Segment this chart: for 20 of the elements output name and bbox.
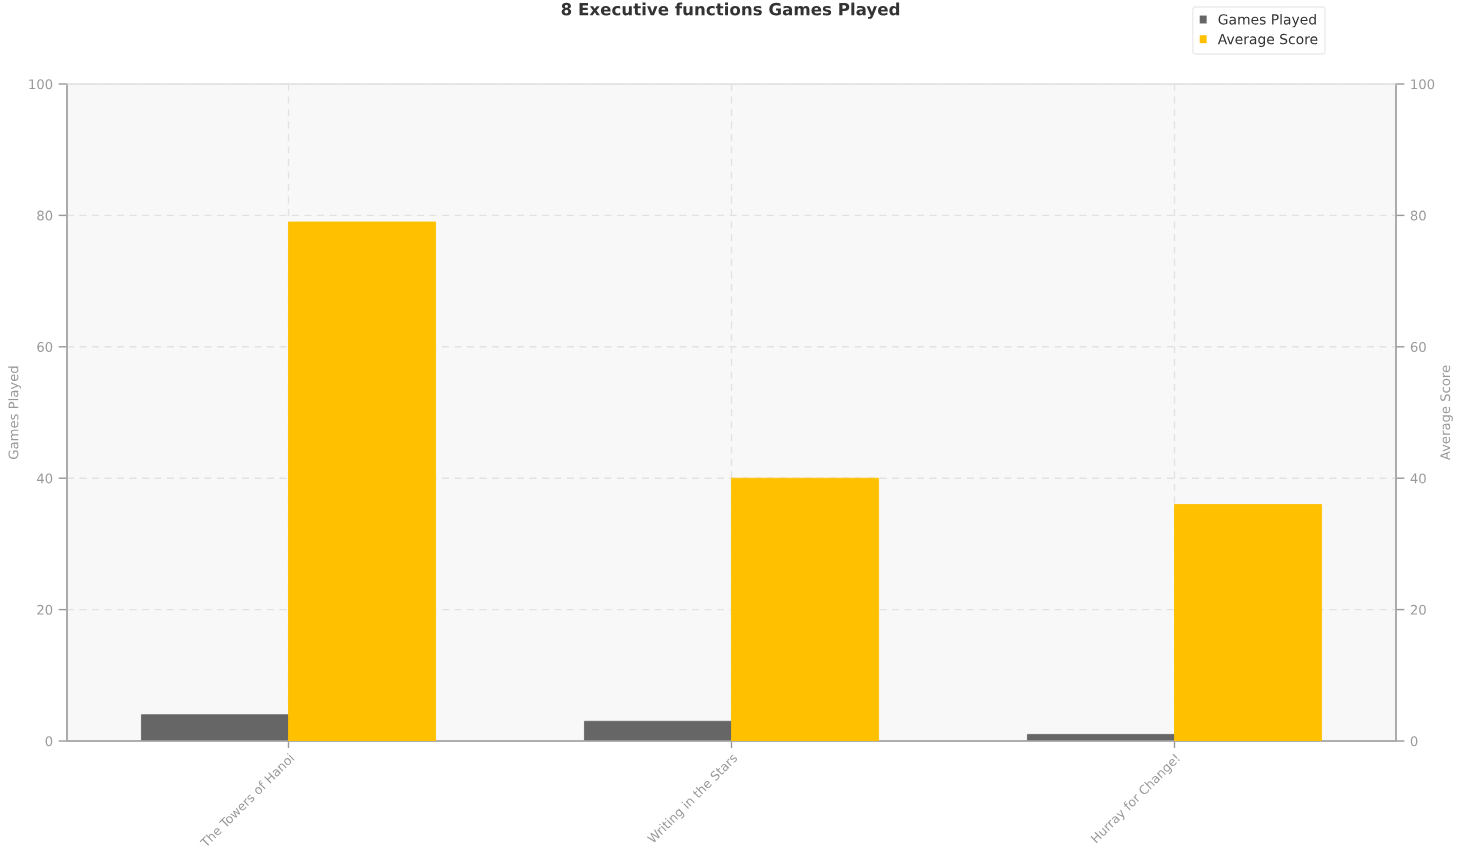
y-tick-label: 40 (36, 473, 53, 484)
y2-tick-label: 0 (1410, 736, 1418, 747)
bar (288, 221, 436, 741)
y2-axis-title: Average Score (1440, 365, 1453, 461)
y-axis-title: Games Played (8, 366, 21, 459)
y-tick-label: 20 (37, 604, 53, 615)
y-tick-label: 60 (37, 342, 53, 352)
bar (731, 477, 879, 741)
legend-label: Games Played (1218, 13, 1316, 28)
y2-tick-label: 40 (1410, 473, 1426, 484)
y-tick-label: 80 (37, 210, 53, 221)
bar (1174, 504, 1322, 741)
y2-tick-label: 60 (1410, 342, 1426, 352)
y-tick-label: 100 (29, 79, 53, 90)
chart-title: 8 Executive functions Games Played (561, 2, 900, 19)
y2-tick-label: 80 (1410, 210, 1426, 221)
legend-label: Average Score (1217, 33, 1318, 48)
y-tick-label: 0 (45, 736, 53, 747)
y2-tick-label: 20 (1410, 604, 1426, 615)
y2-tick-label: 100 (1411, 79, 1435, 90)
